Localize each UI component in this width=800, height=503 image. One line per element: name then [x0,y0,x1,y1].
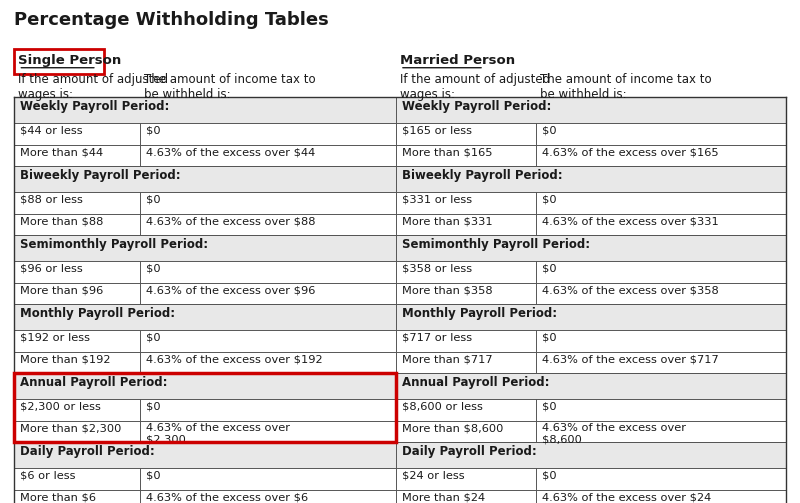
Bar [14,123,786,144]
Text: More than $331: More than $331 [402,216,492,226]
Text: Annual Payroll Period:: Annual Payroll Period: [20,376,167,389]
Text: Daily Payroll Period:: Daily Payroll Period: [20,445,154,458]
Text: $0: $0 [542,401,556,411]
Text: More than $358: More than $358 [402,285,492,295]
Text: Biweekly Payroll Period:: Biweekly Payroll Period: [402,169,562,182]
Bar [14,192,786,213]
Text: $0: $0 [542,126,556,135]
Bar [14,261,786,283]
Text: $0: $0 [146,264,160,274]
Text: More than $6: More than $6 [20,492,96,502]
Text: $0: $0 [146,332,160,343]
Text: $6 or less: $6 or less [20,471,75,480]
Bar [14,330,786,352]
Text: 4.63% of the excess over $88: 4.63% of the excess over $88 [146,216,315,226]
Text: Semimonthly Payroll Period:: Semimonthly Payroll Period: [402,238,590,250]
Text: $24 or less: $24 or less [402,471,464,480]
Text: $2,300 or less: $2,300 or less [20,401,101,411]
Bar [14,468,786,489]
Text: Percentage Withholding Tables: Percentage Withholding Tables [14,11,329,29]
Text: $0: $0 [146,401,160,411]
Text: $0: $0 [542,332,556,343]
Text: $0: $0 [542,195,556,205]
Bar [14,304,786,330]
Bar [14,283,786,304]
Bar [14,399,786,421]
Text: The amount of income tax to
be withheld is:: The amount of income tax to be withheld … [144,73,316,101]
Text: 4.63% of the excess over $24: 4.63% of the excess over $24 [542,492,711,502]
Text: Single Person: Single Person [18,54,122,67]
Bar [14,421,786,442]
Text: The amount of income tax to
be withheld is:: The amount of income tax to be withheld … [540,73,712,101]
Text: 4.63% of the excess over $331: 4.63% of the excess over $331 [542,216,718,226]
Text: $717 or less: $717 or less [402,332,472,343]
Bar [14,352,786,373]
Bar [14,373,786,399]
Text: Annual Payroll Period:: Annual Payroll Period: [402,376,549,389]
Bar [14,489,786,503]
Text: $0: $0 [146,195,160,205]
Bar [14,166,786,192]
Text: $0: $0 [146,471,160,480]
Text: 4.63% of the excess over $192: 4.63% of the excess over $192 [146,354,322,364]
Bar [14,235,786,261]
Text: 4.63% of the excess over $6: 4.63% of the excess over $6 [146,492,308,502]
Text: More than $24: More than $24 [402,492,485,502]
Text: 4.63% of the excess over $358: 4.63% of the excess over $358 [542,285,718,295]
Text: $0: $0 [542,264,556,274]
Text: Daily Payroll Period:: Daily Payroll Period: [402,445,536,458]
Text: If the amount of adjusted
wages is:: If the amount of adjusted wages is: [400,73,550,101]
Bar [14,213,786,235]
Text: More than $88: More than $88 [20,216,103,226]
Text: $88 or less: $88 or less [20,195,83,205]
Text: More than $96: More than $96 [20,285,103,295]
Bar [14,97,786,123]
Text: Semimonthly Payroll Period:: Semimonthly Payroll Period: [20,238,208,250]
Bar [14,144,786,166]
Text: 4.63% of the excess over $44: 4.63% of the excess over $44 [146,147,315,157]
Text: Monthly Payroll Period:: Monthly Payroll Period: [20,307,175,320]
Text: $165 or less: $165 or less [402,126,472,135]
Text: 4.63% of the excess over $165: 4.63% of the excess over $165 [542,147,718,157]
Text: If the amount of adjusted
wages is:: If the amount of adjusted wages is: [18,73,169,101]
Text: Weekly Payroll Period:: Weekly Payroll Period: [402,100,551,113]
Text: $192 or less: $192 or less [20,332,90,343]
Text: $44 or less: $44 or less [20,126,82,135]
Text: More than $717: More than $717 [402,354,492,364]
Text: $0: $0 [146,126,160,135]
Text: More than $8,600: More than $8,600 [402,423,503,433]
Text: More than $165: More than $165 [402,147,492,157]
Text: 4.63% of the excess over
$2,300: 4.63% of the excess over $2,300 [146,423,290,445]
Text: More than $44: More than $44 [20,147,103,157]
Text: Weekly Payroll Period:: Weekly Payroll Period: [20,100,170,113]
Text: Married Person: Married Person [400,54,515,67]
Text: $331 or less: $331 or less [402,195,472,205]
Bar [14,373,396,442]
Text: More than $192: More than $192 [20,354,110,364]
Text: Biweekly Payroll Period:: Biweekly Payroll Period: [20,169,181,182]
Text: 4.63% of the excess over $96: 4.63% of the excess over $96 [146,285,315,295]
Bar [14,442,786,468]
Text: More than $2,300: More than $2,300 [20,423,122,433]
Text: $0: $0 [542,471,556,480]
Text: Monthly Payroll Period:: Monthly Payroll Period: [402,307,557,320]
Text: 4.63% of the excess over $717: 4.63% of the excess over $717 [542,354,718,364]
Text: $8,600 or less: $8,600 or less [402,401,482,411]
Text: $96 or less: $96 or less [20,264,82,274]
Text: 4.63% of the excess over
$8,600: 4.63% of the excess over $8,600 [542,423,686,445]
Text: $358 or less: $358 or less [402,264,472,274]
